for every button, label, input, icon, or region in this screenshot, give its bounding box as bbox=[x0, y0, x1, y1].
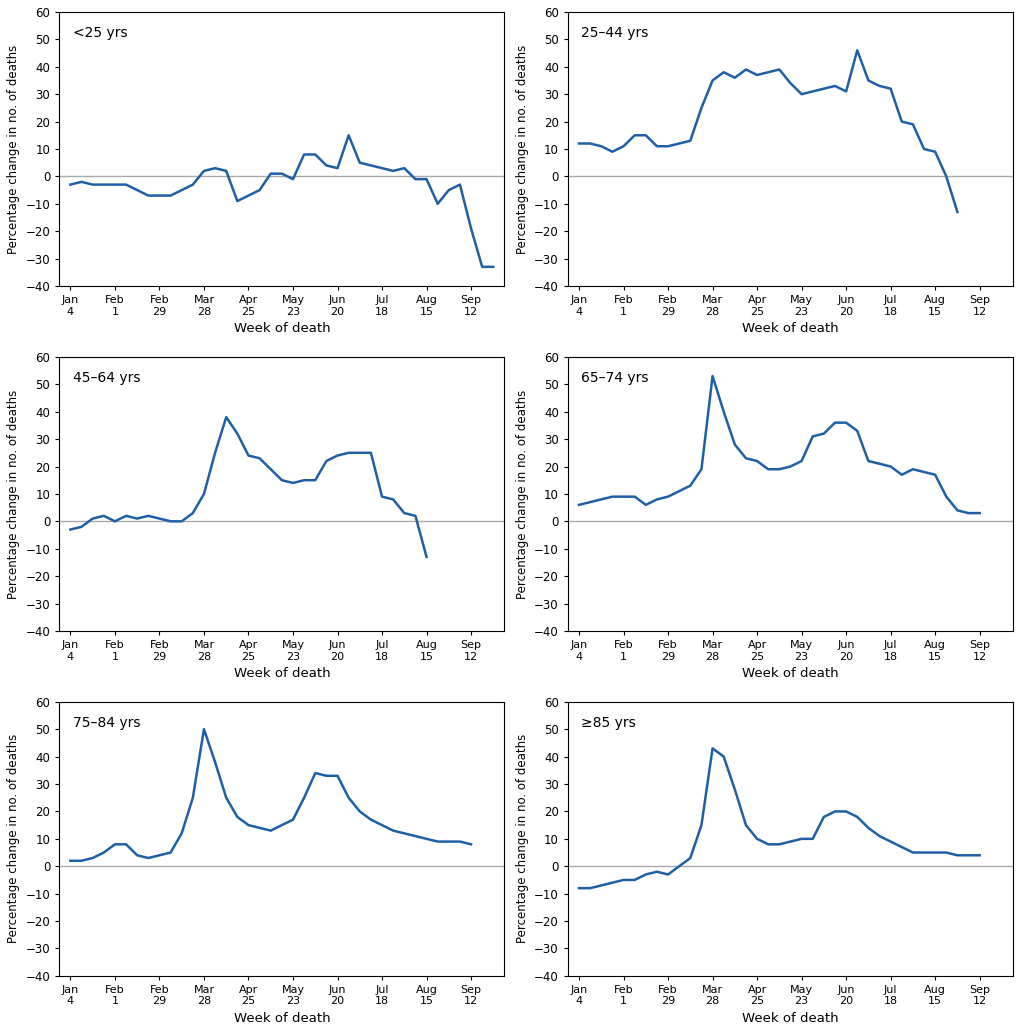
Text: ≥85 yrs: ≥85 yrs bbox=[581, 715, 636, 730]
Text: 45–64 yrs: 45–64 yrs bbox=[72, 370, 140, 385]
Text: <25 yrs: <25 yrs bbox=[72, 26, 127, 39]
Y-axis label: Percentage change in no. of deaths: Percentage change in no. of deaths bbox=[515, 734, 528, 943]
X-axis label: Week of death: Week of death bbox=[742, 667, 838, 680]
Y-axis label: Percentage change in no. of deaths: Percentage change in no. of deaths bbox=[7, 44, 20, 254]
Y-axis label: Percentage change in no. of deaths: Percentage change in no. of deaths bbox=[515, 44, 528, 254]
Text: 75–84 yrs: 75–84 yrs bbox=[72, 715, 140, 730]
X-axis label: Week of death: Week of death bbox=[742, 1012, 838, 1025]
X-axis label: Week of death: Week of death bbox=[233, 1012, 330, 1025]
Y-axis label: Percentage change in no. of deaths: Percentage change in no. of deaths bbox=[7, 389, 20, 599]
Y-axis label: Percentage change in no. of deaths: Percentage change in no. of deaths bbox=[7, 734, 20, 943]
X-axis label: Week of death: Week of death bbox=[742, 322, 838, 335]
Text: 65–74 yrs: 65–74 yrs bbox=[581, 370, 648, 385]
X-axis label: Week of death: Week of death bbox=[233, 322, 330, 335]
Text: 25–44 yrs: 25–44 yrs bbox=[581, 26, 648, 39]
X-axis label: Week of death: Week of death bbox=[233, 667, 330, 680]
Y-axis label: Percentage change in no. of deaths: Percentage change in no. of deaths bbox=[515, 389, 528, 599]
